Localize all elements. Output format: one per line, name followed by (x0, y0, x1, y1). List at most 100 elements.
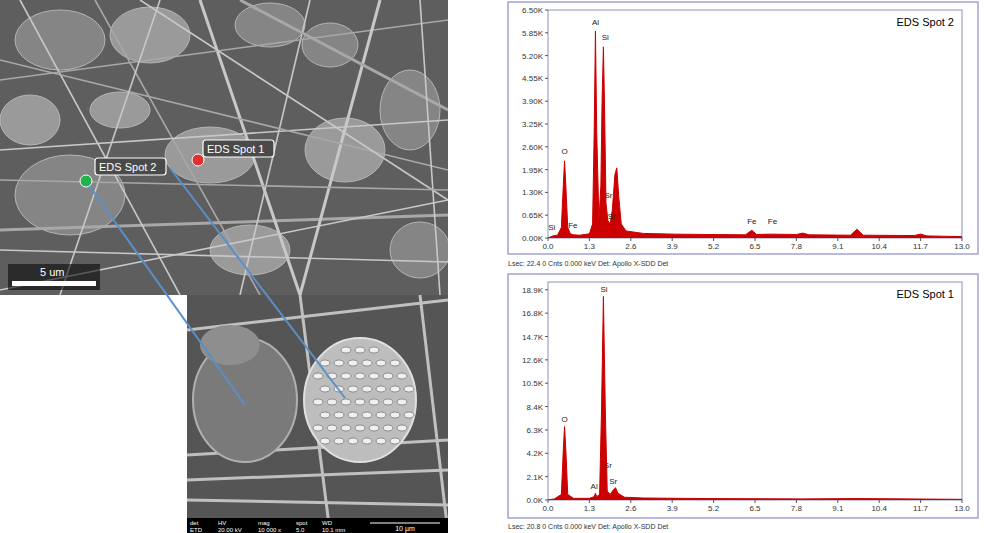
texture (369, 425, 379, 431)
peak-label: Sr (604, 461, 612, 470)
spot-marker (192, 154, 204, 166)
texture (320, 360, 330, 366)
texture (341, 399, 351, 405)
x-tick-label: 9.1 (832, 242, 844, 251)
x-tick-label: 1.3 (584, 242, 596, 251)
particle (90, 92, 150, 128)
spot-label-box (95, 158, 166, 175)
x-tick-label: 10.4 (871, 242, 887, 251)
y-tick (545, 101, 548, 102)
particle (302, 23, 358, 67)
texture (320, 412, 330, 418)
y-tick (545, 169, 548, 170)
x-tick-label: 6.5 (749, 242, 761, 251)
x-tick (962, 500, 963, 503)
spectrum (548, 31, 962, 238)
y-tick (545, 55, 548, 56)
texture (362, 438, 372, 444)
figure: EDS Spot 2EDS Spot 15 umdetHVmagspotWDET… (0, 0, 984, 533)
y-tick-label: 1.95K (522, 166, 544, 175)
peak-label: Fe (568, 221, 578, 230)
data-group (548, 31, 962, 238)
texture (390, 386, 400, 392)
peak-label: Si (548, 223, 555, 232)
y-tick-label: 3.25K (522, 120, 544, 129)
x-tick (589, 500, 590, 503)
texture (348, 386, 358, 392)
y-tick (545, 289, 548, 290)
fiber (0, 200, 448, 290)
spot-label-box (203, 140, 274, 157)
panel-frame (508, 2, 978, 254)
spot-marker (80, 175, 92, 187)
info-value: 20.00 kV (218, 527, 242, 533)
y-tick-label: 18.9K (522, 286, 544, 295)
scale-bar (12, 281, 96, 286)
fiber (60, 0, 160, 295)
x-tick-label: 5.2 (708, 242, 720, 251)
y-tick (545, 359, 548, 360)
texture (376, 438, 386, 444)
x-tick-label: 7.8 (791, 504, 803, 513)
y-tick-label: 5.85K (522, 29, 544, 38)
texture (390, 360, 400, 366)
y-tick-label: 16.8K (522, 309, 544, 318)
y-tick (545, 146, 548, 147)
y-tick (545, 453, 548, 454)
y-tick-label: 2.1K (527, 473, 544, 482)
x-tick-label: 7.8 (791, 242, 803, 251)
chart-footer: Lsec: 22.4 0 Cnts 0.000 keV Det: Apollo … (508, 260, 668, 268)
fiber (0, 60, 448, 170)
info-value: ETD (190, 527, 203, 533)
peak-label: Al (591, 482, 598, 491)
texture (397, 399, 407, 405)
texture (404, 412, 414, 418)
info-header: HV (218, 520, 226, 526)
fiber (0, 215, 448, 230)
texture (383, 373, 393, 379)
texture (320, 386, 330, 392)
info-header: mag (258, 520, 270, 526)
x-tick-label: 10.4 (871, 504, 887, 513)
fiber (187, 470, 448, 480)
texture (376, 412, 386, 418)
peak-label: Si (602, 33, 609, 42)
x-tick-label: 13.0 (954, 242, 970, 251)
spectrum-panel: 0.0K2.1K4.2K6.3K8.4K10.5K12.6K14.7K16.8K… (508, 274, 978, 518)
info-value: 10 000 x (258, 527, 281, 533)
peak-label: Al (592, 18, 599, 27)
chart-footer: Lsec: 20.8 0 Cnts 0.000 keV Det: Apollo … (508, 523, 668, 531)
texture (341, 425, 351, 431)
fiber (0, 180, 448, 190)
x-tick-label: 11.7 (913, 504, 929, 513)
panel-frame (508, 274, 978, 518)
texture (313, 373, 323, 379)
x-tick (837, 238, 838, 241)
texture (369, 399, 379, 405)
x-tick (548, 500, 549, 503)
y-tick (545, 406, 548, 407)
fiber (187, 500, 448, 505)
x-tick (548, 238, 549, 241)
texture (362, 360, 372, 366)
connector (86, 181, 245, 405)
sem-inset (187, 295, 448, 533)
texture (362, 386, 372, 392)
sem-background (0, 0, 448, 295)
texture (334, 438, 344, 444)
y-tick-label: 8.4K (527, 403, 544, 412)
texture (390, 412, 400, 418)
particle (200, 325, 260, 365)
texture (390, 438, 400, 444)
x-tick (589, 238, 590, 241)
spectrum (548, 296, 962, 500)
texture (355, 399, 365, 405)
x-tick-label: 2.6 (625, 504, 637, 513)
fiber (140, 0, 448, 200)
y-tick (545, 78, 548, 79)
y-tick (545, 476, 548, 477)
info-value: 10.1 mm (322, 527, 345, 533)
y-tick-label: 5.20K (522, 52, 544, 61)
y-tick-label: 4.2K (527, 449, 544, 458)
peak-label: O (561, 415, 567, 424)
